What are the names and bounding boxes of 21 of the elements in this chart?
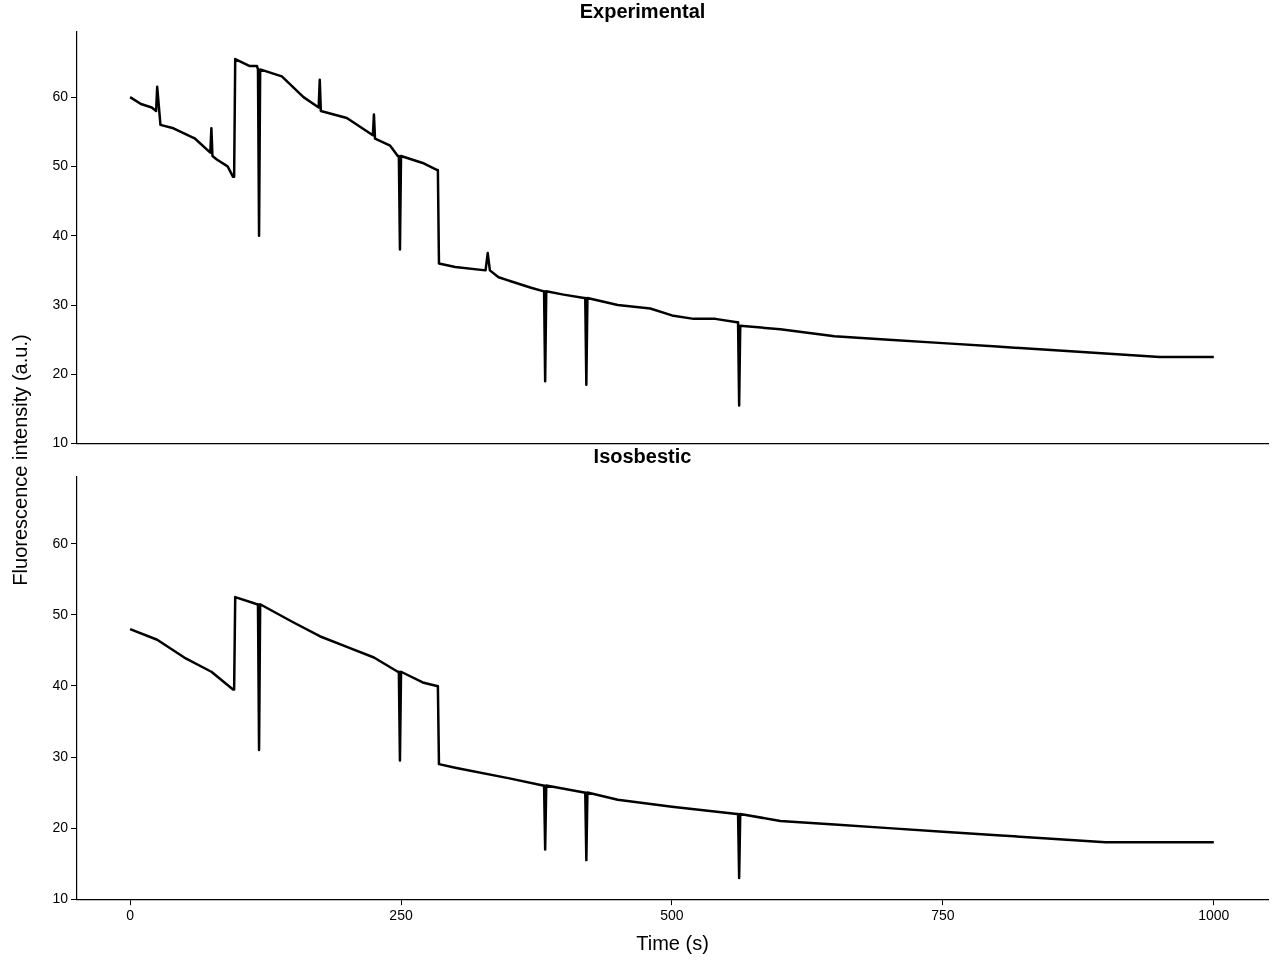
x-axis-title: Time (s) xyxy=(636,931,709,954)
x-tick-label: 0 xyxy=(126,907,135,924)
y-tick-label: 20 xyxy=(52,365,69,382)
y-tick-label: 10 xyxy=(52,434,69,451)
y-tick-label: 20 xyxy=(52,818,69,835)
y-tick-label: 40 xyxy=(52,676,69,693)
chart-title: Experimental xyxy=(579,0,706,22)
x-tick-label: 1000 xyxy=(1198,907,1230,924)
y-tick-label: 60 xyxy=(52,87,69,104)
y-tick-label: 30 xyxy=(52,747,69,764)
y-tick-label: 50 xyxy=(52,605,69,622)
x-tick-label: 250 xyxy=(389,907,413,924)
y-tick-label: 50 xyxy=(52,157,69,174)
y-tick-label: 60 xyxy=(52,534,69,551)
y-tick-label: 30 xyxy=(52,295,69,312)
x-tick-label: 500 xyxy=(660,907,684,924)
y-tick-label: 10 xyxy=(52,890,69,907)
y-tick-label: 40 xyxy=(52,226,69,243)
x-tick-label: 750 xyxy=(931,907,955,924)
y-axis-title: Fluorescence intensity (a.u.) xyxy=(8,333,32,588)
chart-title: Isosbestic xyxy=(593,444,692,467)
